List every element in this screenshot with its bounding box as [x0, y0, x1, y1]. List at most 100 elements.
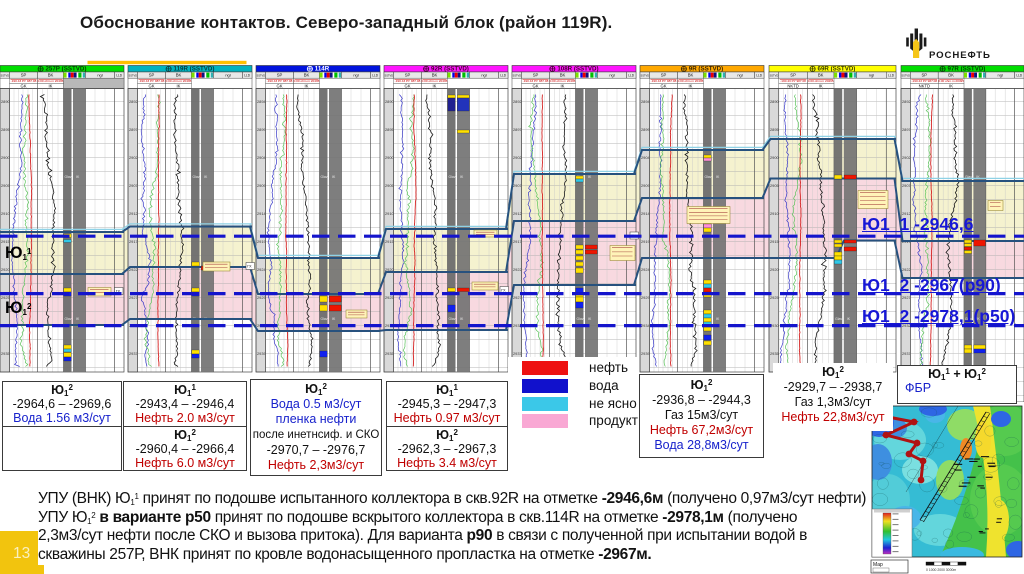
svg-text:2930: 2930 — [770, 323, 779, 328]
svg-text:0.00 ohm.m 20495: 0.00 ohm.m 20495 — [422, 79, 448, 83]
svg-text:Glav: Glav — [321, 175, 328, 179]
svg-text:2937: 2937 — [129, 351, 138, 356]
svg-text:2907: 2907 — [513, 183, 522, 188]
svg-text:LLD: LLD — [1016, 74, 1023, 78]
svg-text:2895: 2895 — [1, 127, 10, 132]
svg-text:⨁ 9R (SSTVD): ⨁ 9R (SSTVD) — [681, 65, 723, 72]
svg-text:РОСНЕФТЬ: РОСНЕФТЬ — [929, 50, 991, 61]
svg-text:2890: 2890 — [770, 99, 779, 104]
svg-text:Glav: Glav — [965, 175, 972, 179]
svg-text:2930: 2930 — [385, 323, 394, 328]
svg-text:IK: IK — [716, 175, 720, 179]
svg-text:2892: 2892 — [129, 99, 138, 104]
svg-text:0.00 ohm.m 20495: 0.00 ohm.m 20495 — [808, 79, 834, 83]
svg-text:BK: BK — [948, 73, 954, 78]
svg-text:2890: 2890 — [1, 99, 10, 104]
svg-text:2902: 2902 — [129, 155, 138, 160]
svg-text:2899: 2899 — [257, 127, 266, 132]
svg-text:2915: 2915 — [385, 239, 394, 244]
svg-text:SSTVD: SSTVD — [770, 74, 779, 78]
svg-text:0.00 ohm.m 20495: 0.00 ohm.m 20495 — [678, 79, 704, 83]
svg-text:2897: 2897 — [129, 127, 138, 132]
svg-text:2899: 2899 — [641, 127, 650, 132]
svg-text:2894: 2894 — [257, 99, 266, 104]
svg-text:ngl: ngl — [737, 73, 742, 78]
svg-text:ГХ: ГХ — [247, 265, 252, 269]
svg-text:⨁ 69R (SSTVD): ⨁ 69R (SSTVD) — [810, 65, 856, 72]
svg-text:2920: 2920 — [770, 267, 779, 272]
svg-text:LLD: LLD — [116, 74, 123, 78]
svg-text:2890: 2890 — [385, 99, 394, 104]
svg-text:2927: 2927 — [902, 295, 911, 300]
svg-text:2912: 2912 — [129, 211, 138, 216]
svg-text:2904: 2904 — [257, 155, 266, 160]
svg-text:2912: 2912 — [513, 211, 522, 216]
svg-text:Glav: Glav — [835, 317, 842, 321]
svg-text:2927: 2927 — [513, 295, 522, 300]
svg-text:IK: IK — [76, 175, 80, 179]
svg-text:2905: 2905 — [1, 183, 10, 188]
svg-text:GK: GK — [276, 83, 282, 88]
svg-text:2922: 2922 — [129, 267, 138, 272]
svg-text:⨁ 108R (SSTVD): ⨁ 108R (SSTVD) — [549, 65, 598, 72]
svg-text:2924: 2924 — [641, 267, 650, 272]
svg-text:IK: IK — [460, 317, 464, 321]
svg-text:Glav: Glav — [577, 317, 584, 321]
svg-text:-190.43 РУ 987.08: -190.43 РУ 987.08 — [267, 79, 293, 83]
svg-text:2917: 2917 — [129, 239, 138, 244]
svg-text:SP: SP — [405, 73, 411, 78]
svg-text:2935: 2935 — [1, 351, 10, 356]
svg-text:GK: GK — [404, 83, 410, 88]
svg-text:0.00 ohm.m 20495: 0.00 ohm.m 20495 — [38, 79, 64, 83]
svg-text:2935: 2935 — [770, 351, 779, 356]
svg-text:BK: BK — [560, 73, 566, 78]
svg-text:2907: 2907 — [129, 183, 138, 188]
svg-text:2925: 2925 — [385, 295, 394, 300]
svg-text:2920: 2920 — [385, 267, 394, 272]
svg-text:IK: IK — [460, 175, 464, 179]
svg-text:Glav: Glav — [449, 175, 456, 179]
svg-text:ngl: ngl — [869, 73, 874, 78]
svg-text:Glav: Glav — [65, 175, 72, 179]
svg-text:2892: 2892 — [902, 99, 911, 104]
svg-text:LLD: LLD — [888, 74, 895, 78]
svg-text:SP: SP — [922, 73, 928, 78]
svg-text:2927: 2927 — [129, 295, 138, 300]
svg-text:2909: 2909 — [641, 183, 650, 188]
svg-text:2895: 2895 — [385, 127, 394, 132]
svg-text:2934: 2934 — [641, 323, 650, 328]
svg-text:-190.43 РУ 987.08: -190.43 РУ 987.08 — [523, 79, 549, 83]
svg-text:BK: BK — [304, 73, 310, 78]
svg-text:0.00 ohm.m 20495: 0.00 ohm.m 20495 — [166, 79, 192, 83]
svg-text:2910: 2910 — [770, 211, 779, 216]
svg-text:IK: IK — [305, 83, 309, 88]
svg-text:IK: IK — [49, 83, 53, 88]
svg-text:LLD: LLD — [756, 74, 763, 78]
svg-text:2939: 2939 — [257, 351, 266, 356]
svg-text:2917: 2917 — [513, 239, 522, 244]
svg-text:2925: 2925 — [770, 295, 779, 300]
svg-text:2905: 2905 — [770, 183, 779, 188]
svg-text:0.00 ohm.m 20495: 0.00 ohm.m 20495 — [294, 79, 320, 83]
svg-text:2900: 2900 — [385, 155, 394, 160]
svg-text:SSTVD: SSTVD — [640, 74, 649, 78]
svg-text:ГХ: ГХ — [501, 289, 506, 293]
svg-text:2912: 2912 — [902, 211, 911, 216]
svg-text:2914: 2914 — [641, 211, 650, 216]
svg-text:0.00 ohm.m 20495: 0.00 ohm.m 20495 — [550, 79, 576, 83]
svg-text:IK: IK — [332, 317, 336, 321]
svg-text:2937: 2937 — [902, 351, 911, 356]
svg-text:ngl: ngl — [609, 73, 614, 78]
svg-text:IK: IK — [976, 317, 980, 321]
svg-text:Glav: Glav — [705, 175, 712, 179]
svg-text:LLD: LLD — [628, 74, 635, 78]
svg-text:Glav: Glav — [321, 317, 328, 321]
svg-text:2915: 2915 — [1, 239, 10, 244]
svg-text:BK: BK — [48, 73, 54, 78]
svg-text:⨁ 119R (SSTVD): ⨁ 119R (SSTVD) — [166, 65, 215, 72]
svg-text:IK: IK — [976, 175, 980, 179]
svg-text:SSTVD: SSTVD — [128, 74, 137, 78]
svg-text:SP: SP — [21, 73, 27, 78]
svg-text:⨁ 257Р (SSTVD): ⨁ 257Р (SSTVD) — [38, 65, 87, 72]
svg-text:2897: 2897 — [513, 127, 522, 132]
